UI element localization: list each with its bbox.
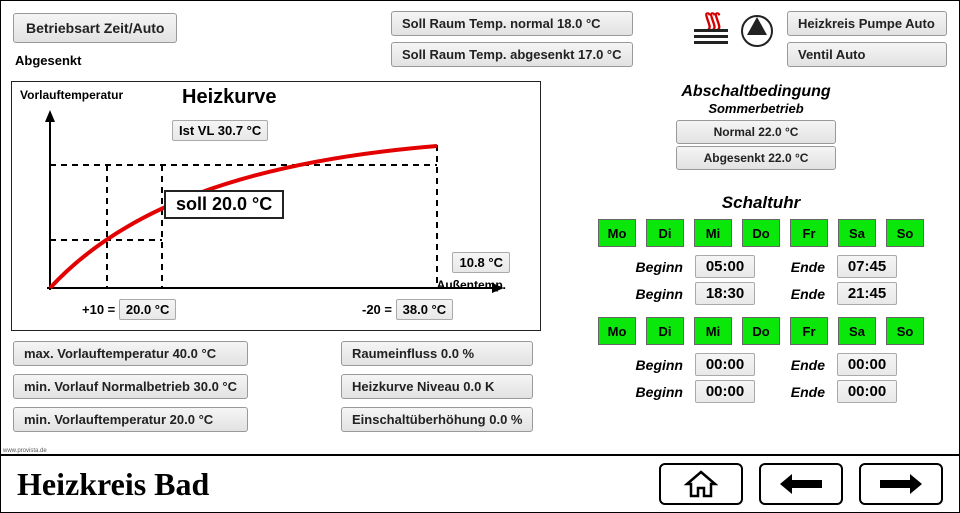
end-label: Ende <box>767 259 825 275</box>
sched1-end1[interactable]: 07:45 <box>837 255 897 278</box>
min-flow-normal-button[interactable]: min. Vorlauf Normalbetrieb 30.0 °C <box>13 374 248 399</box>
shutoff-title: Abschaltbedingung <box>581 83 931 101</box>
sched2-begin2[interactable]: 00:00 <box>695 380 755 403</box>
home-button[interactable] <box>659 463 743 505</box>
day2-mi[interactable]: Mi <box>694 317 732 345</box>
sched2-begin1[interactable]: 00:00 <box>695 353 755 376</box>
outdoor-temp-value: 10.8 °C <box>452 252 510 273</box>
min-flow-button[interactable]: min. Vorlauftemperatur 20.0 °C <box>13 407 248 432</box>
chart-ylabel: Vorlauftemperatur <box>20 88 123 102</box>
day-fr[interactable]: Fr <box>790 219 828 247</box>
begin-label: Beginn <box>625 384 683 400</box>
shutoff-normal-button[interactable]: Normal 22.0 °C <box>676 120 836 144</box>
shutoff-reduced-button[interactable]: Abgesenkt 22.0 °C <box>676 146 836 170</box>
page-title: Heizkreis Bad <box>17 466 209 503</box>
ist-vl-value: Ist VL 30.7 °C <box>172 120 268 141</box>
forward-button[interactable] <box>859 463 943 505</box>
sched2-end2[interactable]: 00:00 <box>837 380 897 403</box>
x-low-label: +10 = <box>82 302 115 317</box>
end-label: Ende <box>767 286 825 302</box>
end-label: Ende <box>767 384 825 400</box>
day-so[interactable]: So <box>886 219 924 247</box>
begin-label: Beginn <box>625 357 683 373</box>
day2-mo[interactable]: Mo <box>598 317 636 345</box>
back-button[interactable] <box>759 463 843 505</box>
day2-di[interactable]: Di <box>646 317 684 345</box>
chart-xlabel: Außentemp. <box>437 278 506 292</box>
sched1-end2[interactable]: 21:45 <box>837 282 897 305</box>
pump-mode-button[interactable]: Heizkreis Pumpe Auto <box>787 11 947 36</box>
day-do[interactable]: Do <box>742 219 780 247</box>
x-high-label: -20 = <box>362 302 392 317</box>
setpoint-normal-button[interactable]: Soll Raum Temp. normal 18.0 °C <box>391 11 633 36</box>
home-icon <box>684 469 718 499</box>
x-low-field[interactable]: 20.0 °C <box>119 299 177 320</box>
soll-value: soll 20.0 °C <box>164 190 284 219</box>
day-di[interactable]: Di <box>646 219 684 247</box>
day-mo[interactable]: Mo <box>598 219 636 247</box>
sched1-begin1[interactable]: 05:00 <box>695 255 755 278</box>
arrow-left-icon <box>776 472 826 496</box>
heat-icon: ⟆⟆⟆ <box>693 17 729 45</box>
timer1-days: Mo Di Mi Do Fr Sa So <box>581 219 941 247</box>
room-influence-button[interactable]: Raumeinfluss 0.0 % <box>341 341 533 366</box>
day-sa[interactable]: Sa <box>838 219 876 247</box>
day-mi[interactable]: Mi <box>694 219 732 247</box>
begin-label: Beginn <box>625 286 683 302</box>
chart-title: Heizkurve <box>182 86 277 109</box>
pump-icon <box>741 15 773 47</box>
end-label: Ende <box>767 357 825 373</box>
shutoff-sub: Sommerbetrieb <box>581 101 931 116</box>
day2-do[interactable]: Do <box>742 317 780 345</box>
valve-mode-button[interactable]: Ventil Auto <box>787 42 947 67</box>
timer2-days: Mo Di Mi Do Fr Sa So <box>581 317 941 345</box>
x-high-field[interactable]: 38.0 °C <box>396 299 454 320</box>
sched1-begin2[interactable]: 18:30 <box>695 282 755 305</box>
timer-title: Schaltuhr <box>581 193 941 213</box>
heating-curve-chart: Vorlauftemperatur Heizkurve Ist VL 30.7 … <box>11 81 541 331</box>
day2-so[interactable]: So <box>886 317 924 345</box>
arrow-right-icon <box>876 472 926 496</box>
day2-fr[interactable]: Fr <box>790 317 828 345</box>
sched2-end1[interactable]: 00:00 <box>837 353 897 376</box>
curve-level-button[interactable]: Heizkurve Niveau 0.0 K <box>341 374 533 399</box>
switch-boost-button[interactable]: Einschaltüberhöhung 0.0 % <box>341 407 533 432</box>
begin-label: Beginn <box>625 259 683 275</box>
max-flow-button[interactable]: max. Vorlauftemperatur 40.0 °C <box>13 341 248 366</box>
setpoint-reduced-button[interactable]: Soll Raum Temp. abgesenkt 17.0 °C <box>391 42 633 67</box>
day2-sa[interactable]: Sa <box>838 317 876 345</box>
mode-status: Abgesenkt <box>15 53 81 68</box>
mode-button[interactable]: Betriebsart Zeit/Auto <box>13 13 177 43</box>
